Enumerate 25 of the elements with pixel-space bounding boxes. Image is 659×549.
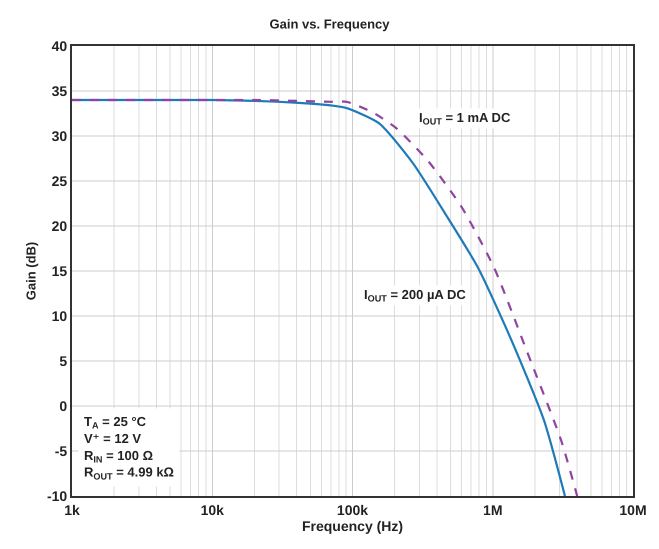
chart-title: Gain vs. Frequency: [270, 16, 390, 32]
annotation: T$_{A}$ = 25 °C: [84, 414, 147, 431]
x-tick-label: 100k: [336, 502, 368, 518]
annotation: R$_{OUT}$ = 4.99 kΩ: [84, 464, 174, 482]
y-tick-label: -10: [46, 488, 68, 504]
y-tick-label: 10: [52, 308, 68, 324]
y-tick-label: 5: [59, 352, 68, 369]
x-tick-label: 1k: [64, 502, 80, 518]
x-tick-label: 10M: [619, 502, 647, 518]
series-label: I$_{OUT}$ = 200 µA DC: [364, 287, 466, 304]
x-tick-label: 10k: [200, 502, 224, 518]
annotation: V⁺ = 12 V: [84, 430, 142, 446]
y-tick-label: -5: [54, 442, 68, 459]
y-tick-label: 20: [52, 218, 68, 234]
series-label: I$_{OUT}$ = 1 mA DC: [419, 110, 511, 127]
annotation: R$_{IN}$ = 100 Ω: [84, 448, 154, 465]
y-tick-label: 0: [59, 398, 68, 414]
y-axis-title: Gain (dB): [23, 242, 38, 300]
y-tick-label: 40: [52, 38, 68, 54]
y-tick-label: 35: [52, 82, 68, 99]
y-tick-label: 30: [52, 128, 68, 144]
x-axis-title: Frequency (Hz): [302, 518, 404, 534]
x-tick-label: 1M: [483, 502, 502, 518]
y-tick-label: 25: [52, 172, 68, 189]
y-tick-label: 15: [52, 262, 68, 279]
